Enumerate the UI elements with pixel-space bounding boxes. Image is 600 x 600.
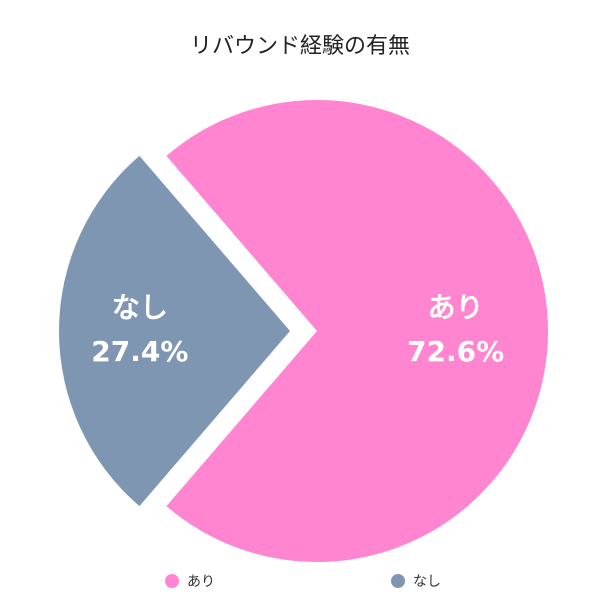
legend-dot-ari	[165, 574, 179, 588]
pie-slice-1[interactable]	[58, 155, 290, 507]
legend-label-nashi: なし	[413, 574, 441, 590]
slice-label-0: あり	[428, 291, 484, 324]
legend-item-nashi[interactable]: なし	[391, 571, 441, 591]
legend-item-ari[interactable]: あり	[165, 571, 215, 591]
legend-dot-nashi	[391, 574, 405, 588]
slice-percent-1: 27.4%	[91, 335, 188, 368]
chart-title: リバウンド経験の有無	[189, 34, 410, 59]
pie-slice-0[interactable]	[166, 99, 548, 562]
slice-label-1: なし	[112, 291, 168, 324]
legend-label-ari: あり	[187, 574, 215, 590]
slice-percent-0: 72.6%	[407, 335, 504, 368]
